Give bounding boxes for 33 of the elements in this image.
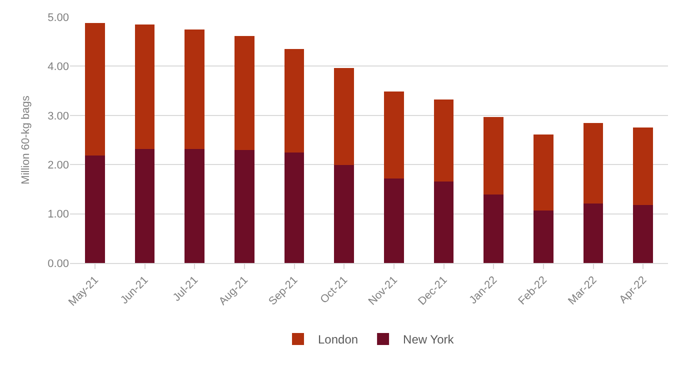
bar bbox=[484, 194, 504, 263]
bar bbox=[284, 152, 304, 263]
y-tick-label: 3.00 bbox=[48, 110, 69, 122]
bar bbox=[234, 150, 254, 263]
bar bbox=[384, 91, 404, 178]
y-tick-label: 1.00 bbox=[48, 208, 69, 221]
bar bbox=[533, 134, 554, 210]
bar bbox=[583, 203, 604, 263]
bar bbox=[484, 116, 504, 195]
y-axis-title: Million 60-kg bags bbox=[20, 95, 32, 184]
bar bbox=[633, 128, 654, 205]
bar bbox=[284, 48, 304, 152]
y-tick-label: 2.00 bbox=[48, 159, 69, 172]
bar bbox=[434, 181, 454, 263]
bar bbox=[84, 22, 105, 156]
y-tick-label: 0.00 bbox=[48, 258, 69, 270]
bar bbox=[533, 210, 554, 263]
bar bbox=[334, 165, 354, 263]
bar bbox=[84, 155, 105, 263]
legend-label: London bbox=[318, 332, 358, 347]
bar bbox=[334, 68, 354, 166]
bar bbox=[434, 100, 454, 182]
bar bbox=[134, 24, 155, 149]
bar bbox=[234, 36, 254, 150]
bar bbox=[134, 148, 155, 263]
bar bbox=[633, 204, 654, 263]
bar bbox=[384, 178, 404, 263]
y-tick-label: 4.00 bbox=[48, 61, 69, 74]
bar bbox=[583, 122, 604, 204]
legend-label: New York bbox=[403, 332, 455, 347]
y-tick-label: 5.00 bbox=[48, 12, 69, 24]
bar bbox=[184, 29, 205, 149]
bar bbox=[184, 148, 205, 263]
